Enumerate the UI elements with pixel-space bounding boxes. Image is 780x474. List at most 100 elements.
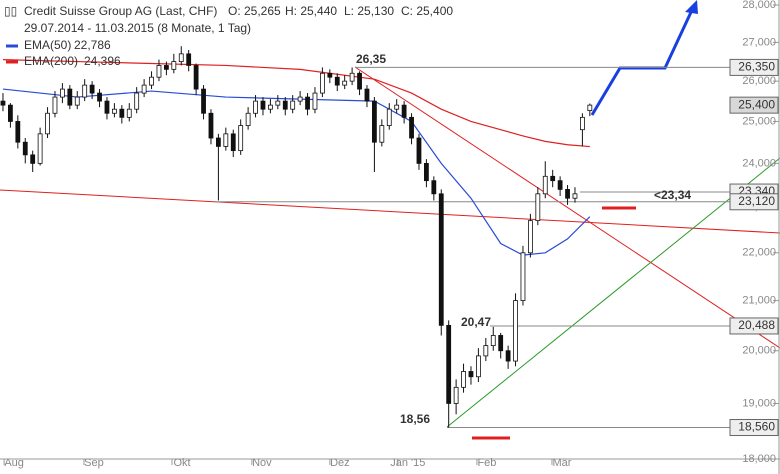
annotation: 26,35 (356, 52, 386, 66)
x-tick-label: Nov (252, 457, 272, 469)
header-close: C: 25,400 (401, 4, 453, 18)
legend-value: 22,786 (74, 38, 111, 52)
candle-body (312, 92, 318, 110)
candle-body (230, 133, 236, 152)
candle-body (401, 104, 407, 118)
candle-body (267, 104, 273, 110)
candle-body (453, 386, 459, 404)
price-box (729, 58, 779, 76)
candle-body (215, 137, 221, 147)
y-tick-label: 28,000 (742, 0, 776, 11)
ema-line (2, 59, 590, 148)
y-tick-label: 21,000 (742, 295, 776, 307)
candle-body (557, 180, 563, 190)
candle-body (386, 108, 392, 126)
candle-body (305, 96, 310, 110)
candle-body (535, 193, 541, 222)
logo: ▯▯ (4, 4, 17, 18)
x-tick-label: Aug (4, 457, 24, 469)
candle-body (513, 300, 518, 362)
candle-body (201, 88, 206, 114)
candle-body (587, 104, 593, 112)
candle-body (423, 162, 429, 182)
candle-body (342, 80, 348, 86)
projection (590, 9, 694, 116)
candle-body (134, 92, 140, 110)
header-range: 29.07.2014 - 11.03.2015 (8 Monate, 1 Tag… (24, 21, 251, 35)
candle-body (141, 84, 147, 94)
ema-line (2, 88, 591, 256)
candle-body (156, 65, 162, 78)
candle-body (149, 76, 154, 86)
x-tick-label: Feb (477, 457, 496, 469)
candle-body (22, 141, 28, 156)
candle-body (349, 72, 355, 82)
candle-body (52, 96, 58, 114)
candle-body (297, 96, 303, 102)
candle-body (193, 65, 199, 90)
x-tick-label: Jan '15 (390, 457, 425, 469)
candle-body (357, 72, 362, 90)
price-label: 26,350 (738, 60, 775, 74)
candle-body (275, 100, 281, 106)
candle-body (171, 61, 177, 70)
candle-body (394, 104, 400, 110)
candle-body (364, 88, 370, 102)
trend-line (354, 66, 780, 349)
candle-body (468, 371, 474, 378)
candle-body (498, 335, 504, 352)
candle-body (490, 335, 496, 347)
candle-body (208, 112, 214, 139)
candle-body (97, 92, 102, 102)
price-label: 25,400 (738, 97, 775, 111)
y-tick-label: 19,000 (742, 397, 776, 409)
y-tick-label: 25,000 (742, 115, 776, 127)
candle-body (67, 88, 73, 106)
projection-arrow (685, 0, 698, 14)
candle-body (282, 100, 288, 110)
candle-body (60, 88, 65, 98)
candle-body (178, 53, 184, 62)
candle-body (379, 125, 385, 143)
candle-body (30, 154, 36, 164)
trend-line (446, 157, 780, 428)
candle-body (438, 193, 444, 326)
price-box (729, 419, 779, 437)
y-tick-label: 20,000 (742, 345, 776, 357)
candle-body (37, 133, 43, 164)
legend-name: EMA(50) (24, 38, 71, 52)
candle-body (0, 100, 6, 106)
y-tick-label: 24,000 (742, 157, 776, 169)
candle-body (505, 350, 511, 362)
candle-body (163, 65, 169, 70)
price-label: 23,120 (738, 194, 775, 208)
candle-body (7, 104, 13, 122)
candle-body (416, 137, 422, 164)
x-tick-label: Mär (552, 457, 571, 469)
candle-body (126, 108, 132, 118)
candle-body (446, 324, 452, 404)
candle-body (565, 189, 570, 199)
candle-body (409, 116, 414, 139)
candle-body (82, 84, 88, 98)
candle-body (112, 108, 117, 114)
annotation: 20,47 (461, 315, 491, 329)
candle-body (186, 53, 192, 66)
candle-body (528, 220, 533, 254)
price-box (729, 96, 779, 114)
candle-body (260, 100, 266, 110)
candle-body (45, 112, 50, 135)
candle-body (461, 371, 466, 388)
candle-body (572, 193, 578, 199)
candle-body (119, 108, 125, 118)
y-tick-label: 22,000 (742, 247, 776, 259)
trend-line (0, 189, 780, 234)
candle-body (319, 72, 325, 94)
price-box (729, 193, 779, 211)
candle-body (89, 84, 95, 94)
candle-body (550, 175, 556, 182)
header-low: L: 25,130 (344, 4, 394, 18)
annotation: 18,56 (400, 412, 430, 426)
candle-body (475, 355, 481, 378)
